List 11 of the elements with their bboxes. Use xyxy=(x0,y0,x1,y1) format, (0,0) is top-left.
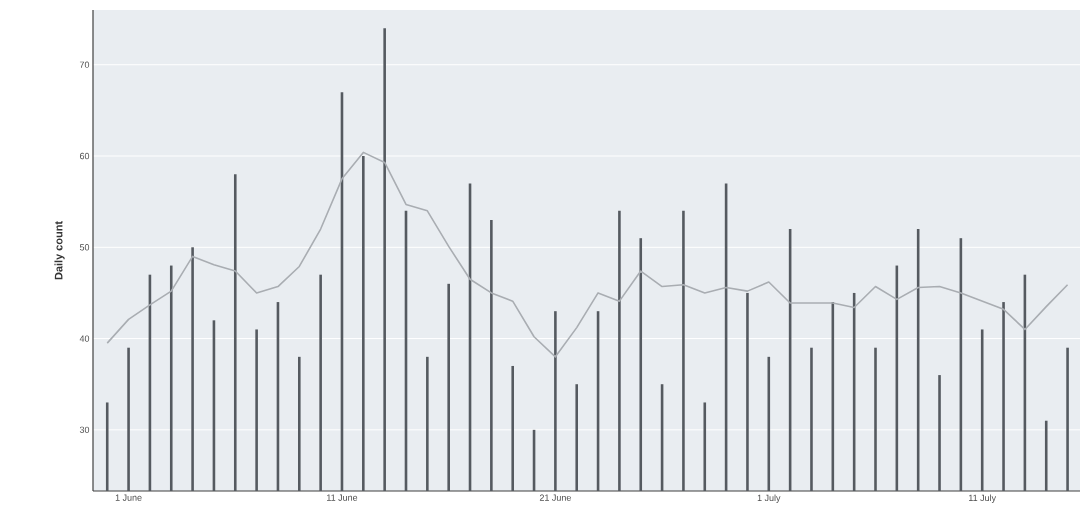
x-tick-label: 21 June xyxy=(539,494,571,501)
y-tick-label: 60 xyxy=(79,152,90,160)
y-tick-label: 50 xyxy=(79,244,90,251)
y-tick-label: 70 xyxy=(79,61,90,68)
y-tick-label: 40 xyxy=(79,335,90,342)
y-axis-title: Daily count xyxy=(54,221,65,280)
x-tick-label: 11 June xyxy=(327,494,358,501)
x-tick-label: 11 July xyxy=(969,494,997,503)
x-tick-label: 1 July xyxy=(757,494,781,503)
x-tick-label: 1 June xyxy=(115,494,142,501)
y-tick-label: 30 xyxy=(79,426,90,434)
